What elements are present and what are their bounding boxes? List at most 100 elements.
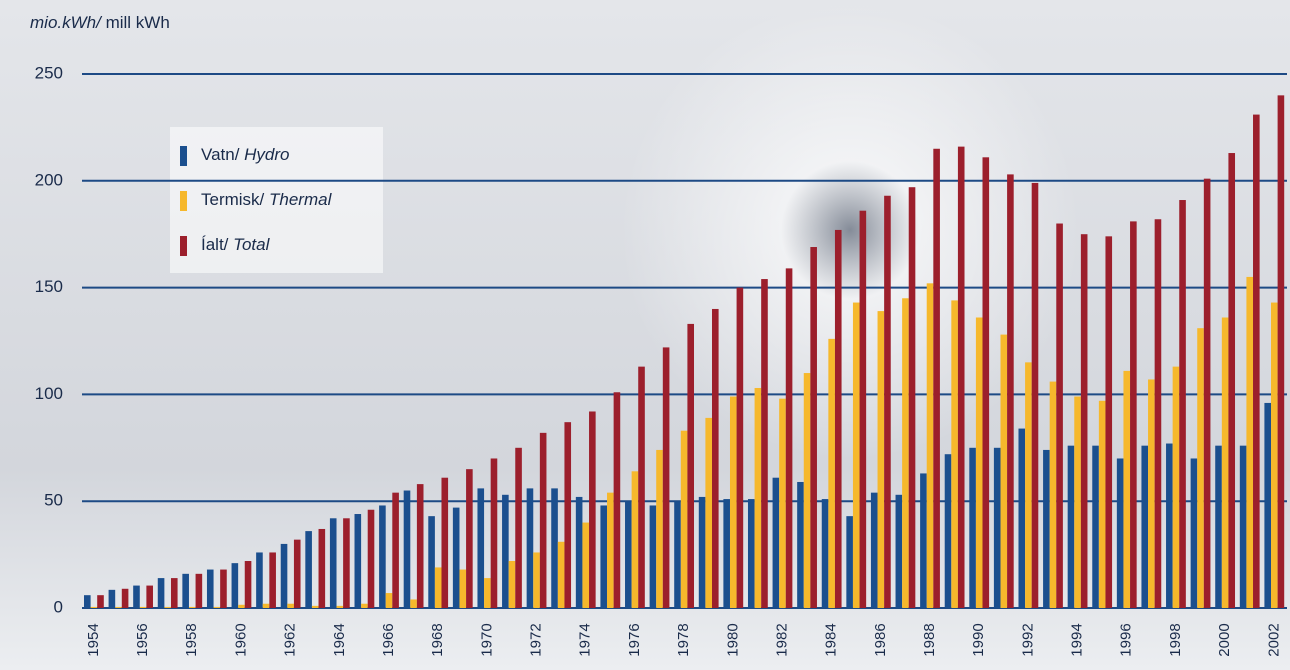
x-tick-label: 1982 (773, 623, 790, 656)
bar (779, 398, 786, 608)
x-tick-label: 1964 (331, 623, 348, 656)
legend-label-part: Termisk/ (201, 190, 269, 209)
bar (600, 505, 608, 608)
bar (834, 229, 842, 609)
bar (90, 606, 98, 608)
bar (311, 605, 319, 608)
y-tick-label: 100 (35, 384, 63, 403)
bar (631, 471, 639, 608)
bar (139, 606, 147, 608)
bar (1105, 236, 1113, 608)
bar (1092, 445, 1099, 608)
bar (1025, 362, 1032, 608)
bar (736, 287, 744, 608)
x-tick-label: 1996 (1118, 623, 1135, 656)
bar (687, 323, 695, 608)
x-tick-label: 1978 (675, 623, 692, 656)
bar (1197, 328, 1204, 608)
bar (933, 148, 940, 608)
bar (1246, 276, 1254, 608)
bar (944, 454, 952, 608)
bar (293, 539, 301, 608)
bar (170, 578, 178, 608)
bar (287, 603, 294, 608)
bar (1253, 114, 1260, 609)
bar (1067, 445, 1075, 608)
bar (262, 603, 270, 608)
bar (379, 505, 386, 608)
bar (343, 518, 350, 608)
bar (680, 430, 688, 608)
bar (490, 458, 498, 608)
bar (1080, 234, 1088, 608)
bar (926, 283, 934, 608)
bar (1166, 443, 1173, 608)
legend-swatch (180, 146, 187, 166)
bar (533, 552, 540, 608)
bar (1031, 182, 1039, 608)
legend-label-part: Vatn/ (201, 145, 244, 164)
bar (459, 569, 467, 608)
bar (1239, 445, 1247, 608)
bar (108, 589, 116, 608)
x-tick-label: 1994 (1069, 623, 1086, 656)
x-tick-label: 1960 (232, 623, 249, 656)
bar (329, 518, 337, 608)
bar (1179, 200, 1186, 609)
bar (244, 561, 252, 608)
bar (441, 477, 449, 608)
bar (220, 569, 227, 608)
bar (1148, 379, 1155, 608)
bar (367, 509, 375, 608)
bar (84, 595, 91, 608)
bar (1018, 428, 1026, 608)
bar (895, 494, 903, 608)
legend-label-part: Total (233, 235, 270, 254)
x-tick-label: 1956 (134, 623, 151, 656)
bar (182, 573, 189, 608)
bar (951, 300, 958, 608)
bar (336, 605, 344, 608)
bar (428, 516, 435, 608)
bar (797, 481, 804, 608)
x-tick-label: 1962 (282, 623, 299, 656)
bar (803, 373, 811, 608)
legend-swatch (180, 236, 187, 256)
x-tick-label: 1966 (380, 623, 397, 656)
bar (785, 268, 793, 608)
bar (477, 488, 485, 608)
bar (466, 469, 473, 608)
bar (846, 516, 853, 608)
bar (1098, 400, 1106, 608)
bar (1116, 458, 1124, 608)
bar (361, 603, 368, 608)
bar (280, 543, 288, 608)
x-tick-label: 1986 (872, 623, 889, 656)
bar (484, 578, 491, 608)
bar (884, 195, 891, 608)
x-tick-label: 1976 (626, 623, 643, 656)
legend-label-part: Hydro (244, 145, 289, 164)
bar (195, 573, 203, 608)
bar (539, 432, 547, 608)
bar (385, 593, 393, 608)
bar (1056, 223, 1063, 608)
bar (502, 494, 509, 608)
bar (305, 531, 312, 608)
x-tick-label: 1988 (921, 623, 938, 656)
bar (625, 501, 632, 608)
bar (557, 541, 565, 608)
x-tick-label: 1970 (478, 623, 495, 656)
bar (1130, 221, 1137, 608)
x-tick-label: 1992 (1019, 623, 1036, 656)
bar (705, 417, 712, 608)
bar (908, 187, 916, 608)
bar (97, 595, 104, 608)
legend-label: Termisk/ Thermal (201, 190, 333, 209)
bar (613, 392, 621, 608)
bar (564, 422, 572, 608)
bar (238, 604, 245, 608)
bar (575, 496, 583, 608)
x-tick-label: 1954 (85, 623, 102, 656)
bar (975, 317, 983, 608)
